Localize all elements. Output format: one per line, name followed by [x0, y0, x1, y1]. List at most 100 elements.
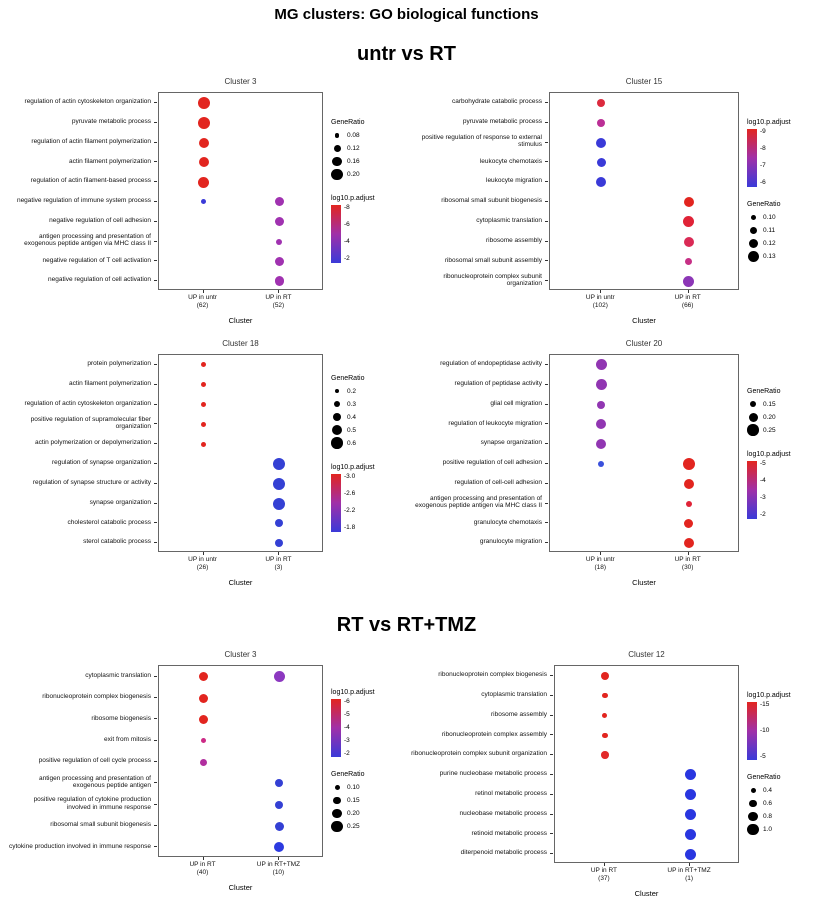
data-point	[683, 216, 695, 228]
y-tick	[550, 674, 553, 676]
y-tick	[154, 739, 157, 741]
data-point	[597, 98, 606, 107]
legend-size-entry: 0.08	[331, 129, 391, 142]
x-tick	[278, 290, 280, 293]
data-point	[273, 477, 286, 490]
x-tick	[278, 857, 280, 860]
data-point	[274, 821, 284, 831]
data-point	[683, 538, 694, 549]
x-tick	[687, 290, 689, 293]
size-legend-dot	[747, 251, 759, 262]
y-tick	[154, 482, 157, 484]
panel-title: Cluster 3	[224, 650, 257, 659]
x-axis-tick-label: UP in RT (30)	[643, 556, 733, 573]
plot-area	[554, 665, 739, 863]
color-scale-tick-label: -3	[760, 493, 766, 501]
color-gradient-bar	[747, 702, 757, 760]
y-axis-label: granulocyte migration	[479, 538, 542, 546]
x-axis-title: Cluster	[634, 889, 659, 898]
figure-title: MG clusters: GO biological functions	[274, 6, 539, 23]
data-point	[273, 671, 285, 683]
y-tick	[154, 240, 157, 242]
panel-cluster-20-untr-vs-rt: Cluster 20 regulation of endopeptidase ac…	[399, 338, 805, 598]
data-point	[601, 751, 609, 759]
y-tick	[154, 462, 157, 464]
x-tick-count-label: (37)	[598, 875, 610, 883]
y-tick	[154, 141, 157, 143]
panel-title: Cluster 18	[222, 339, 259, 348]
panel-title: Cluster 15	[625, 77, 663, 86]
y-axis-label: regulation of actin filament-based proce…	[30, 177, 151, 185]
size-legend-dot	[331, 168, 343, 181]
y-tick	[154, 675, 157, 677]
data-point	[596, 439, 607, 450]
y-tick	[550, 754, 553, 756]
legend-dot-wrap	[331, 808, 343, 820]
data-point	[276, 238, 283, 245]
legend-dot-wrap	[747, 238, 759, 250]
y-tick	[550, 793, 553, 795]
color-scale-ticks: -15 -10 -5	[760, 701, 769, 760]
y-axis-label: nucleobase metabolic process	[459, 809, 547, 817]
y-tick	[545, 403, 548, 405]
x-tick-count-label: (1)	[685, 875, 694, 883]
y-axis-label: positive regulation of response to exter…	[421, 134, 542, 149]
legend-size-entry: 0.3	[331, 398, 391, 411]
y-tick	[154, 443, 157, 445]
color-gradient-bar	[331, 205, 341, 263]
y-axis-label: regulation of leukocyte migration	[448, 419, 542, 427]
y-tick	[154, 803, 157, 805]
y-axis-label: protein polymerization	[87, 360, 151, 368]
y-tick	[545, 482, 548, 484]
y-axis-label: cytoplasmic translation	[476, 217, 542, 225]
color-legend: log10.p.adjust -9 -8 -7 -6	[747, 119, 805, 187]
legend-title: log10.p.adjust	[747, 119, 791, 126]
size-legend: GeneRatio 0.4 0.6 0.8 1.0	[747, 774, 805, 836]
size-legend-label: 0.25	[347, 823, 360, 830]
size-legend-dot	[332, 412, 342, 422]
y-tick	[550, 813, 553, 815]
y-axis-label: pyruvate metabolic process	[71, 118, 151, 126]
y-axis-label: leukocyte migration	[486, 177, 542, 185]
color-scale: -3.0 -2.6 -2.2 -1.8	[331, 473, 391, 532]
data-point	[683, 275, 695, 287]
color-gradient-bar	[331, 473, 341, 532]
color-scale-tick-label: -4	[760, 476, 766, 484]
size-legend-label: 0.3	[347, 400, 357, 408]
size-legend-dot	[748, 811, 758, 822]
legend-size-entry: 0.13	[747, 250, 805, 263]
color-scale-tick-label: -4	[344, 723, 350, 731]
size-legend: GeneRatio 0.08 0.12 0.16 0.20	[331, 119, 391, 181]
y-axis-label: regulation of synapse organization	[51, 459, 151, 467]
color-legend: log10.p.adjust -3.0 -2.6 -2.2 -1.8	[331, 464, 391, 532]
data-point	[274, 217, 284, 227]
y-tick	[545, 181, 548, 183]
x-tick	[687, 552, 689, 555]
x-axis-tick-label: UP in untr (102)	[555, 294, 645, 311]
size-legend-dot	[750, 215, 756, 220]
color-scale: -6 -5 -4 -3 -2	[331, 698, 391, 757]
x-tick	[202, 552, 204, 555]
size-legend-label: 0.10	[347, 784, 360, 791]
panel-row-3: Cluster 3 cytoplasmic translation ribonucl…	[8, 649, 805, 909]
data-point	[199, 672, 209, 682]
y-axis-label: sterol catabolic process	[83, 538, 151, 546]
color-scale-ticks: -6 -5 -4 -3 -2	[344, 698, 350, 757]
legend-size-entry: 0.6	[331, 437, 391, 450]
color-scale-tick-label: -2.2	[344, 506, 356, 514]
y-axis-label: ribosomal small subunit assembly	[444, 256, 542, 264]
x-axis-tick-label: UP in RT+TMZ (10)	[233, 861, 323, 878]
y-tick	[154, 846, 157, 848]
y-tick	[550, 833, 553, 835]
plot-area	[158, 665, 323, 857]
size-legend-dot	[747, 424, 759, 436]
color-scale-ticks: -3.0 -2.6 -2.2 -1.8	[344, 473, 356, 532]
legend-size-entry: 0.25	[331, 820, 391, 833]
legend-size-entry: 0.4	[331, 411, 391, 424]
data-point	[201, 382, 207, 388]
y-axis-label: ribosomal small subunit biogenesis	[441, 197, 542, 205]
section-title-untr-vs-rt: untr vs RT	[357, 43, 456, 65]
y-tick	[154, 363, 157, 365]
size-legend-dot	[334, 785, 340, 790]
y-axis-label: regulation of actin filament polymerizat…	[31, 137, 151, 145]
